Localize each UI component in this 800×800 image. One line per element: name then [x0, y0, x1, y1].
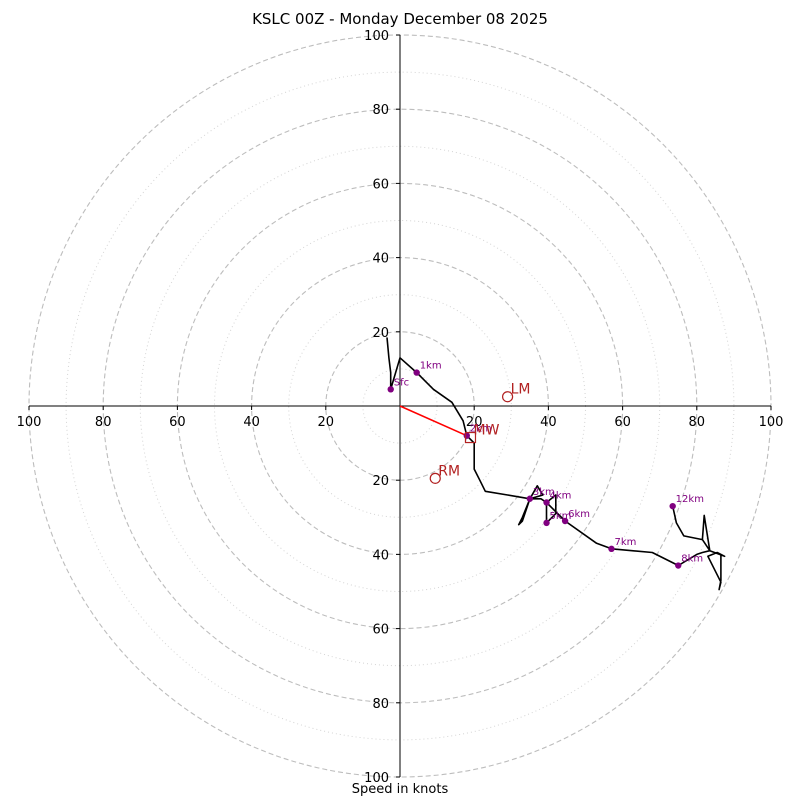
height-label-3km: 3km	[533, 487, 555, 498]
y-tick-label: 100	[364, 771, 389, 786]
height-label-5km: 5km	[550, 511, 572, 522]
x-tick-label: 20	[466, 415, 483, 430]
x-tick-label: 40	[540, 415, 557, 430]
y-tick-label: 80	[372, 103, 389, 118]
y-tick-label: 80	[372, 697, 389, 712]
shear-vector	[399, 405, 468, 437]
height-point-sfc	[387, 386, 394, 393]
height-label-2km: 2km	[470, 424, 492, 435]
height-point-3km	[526, 495, 534, 502]
shear-layer	[399, 405, 468, 437]
height-label-sfc: Sfc	[394, 377, 409, 388]
x-tick-label: 20	[318, 415, 335, 430]
storm-motion-mw	[464, 431, 477, 444]
height-label-8km: 8km	[681, 554, 703, 565]
x-axis-label: Speed in knots	[351, 782, 449, 797]
height-label-4km: 4km	[550, 490, 572, 501]
x-tick-label: 60	[169, 415, 186, 430]
height-point-7km	[608, 545, 615, 553]
height-point-5km	[543, 519, 550, 527]
height-point-8km	[675, 562, 682, 569]
ticks-layer: 100 80 60 40 20 20 40 60 80 100 100 80 60 40 20 20 40 60 8…	[17, 29, 784, 786]
height-point-1km	[413, 369, 420, 376]
y-tick-label: 60	[372, 177, 389, 192]
height-label-1km: 1km	[420, 361, 442, 372]
height-label-12km: 12km	[676, 494, 704, 505]
storm-motion-rm	[429, 472, 441, 484]
chart-title: KSLC 00Z - Monday December 08 2025	[252, 10, 548, 28]
y-tick-label: 20	[372, 326, 389, 341]
y-tick-label: 40	[372, 548, 389, 563]
motion-label-rm: RM	[438, 463, 460, 479]
y-tick-label: 40	[372, 252, 389, 267]
height-label-7km: 7km	[614, 537, 636, 548]
x-tick-label: 80	[689, 415, 706, 430]
height-point-6km	[561, 517, 569, 525]
height-point-4km	[543, 499, 550, 506]
y-tick-label: 20	[372, 474, 389, 489]
y-tick-label: 60	[372, 623, 389, 638]
x-tick-label: 100	[759, 415, 784, 430]
motion-markers-layer: LM RM MW	[429, 382, 531, 484]
motion-label-mw: MW	[473, 423, 499, 439]
height-point-12km	[669, 502, 676, 510]
height-label-6km: 6km	[568, 509, 590, 520]
x-tick-label: 60	[614, 415, 631, 430]
x-tick-label: 80	[95, 415, 112, 430]
motion-label-lm: LM	[511, 382, 531, 398]
x-tick-label: 100	[17, 415, 42, 430]
x-tick-label: 40	[243, 415, 260, 430]
storm-motion-lm	[501, 391, 514, 403]
y-tick-label: 100	[364, 29, 389, 44]
